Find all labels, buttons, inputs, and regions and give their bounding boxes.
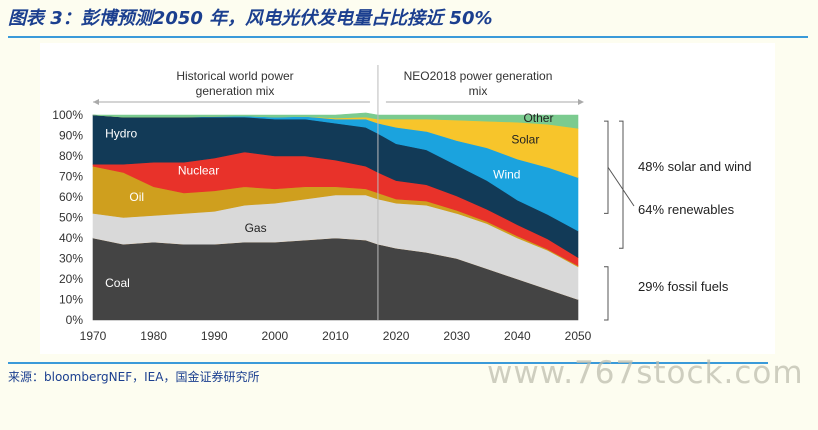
annotation-leader-line bbox=[607, 166, 635, 207]
y-tick-label: 90% bbox=[59, 129, 83, 143]
series-label-other: Other bbox=[523, 111, 553, 125]
source-note: 来源：bloombergNEF，IEA，国金证券研究所 bbox=[8, 362, 768, 385]
y-tick-label: 40% bbox=[59, 231, 83, 245]
y-tick-label: 10% bbox=[59, 293, 83, 307]
bracket-fossil bbox=[604, 266, 609, 321]
bracket-renewables bbox=[619, 120, 624, 249]
series-label-gas: Gas bbox=[245, 221, 267, 235]
series-label-solar: Solar bbox=[511, 133, 539, 147]
header-arrowhead-forecast bbox=[578, 99, 584, 105]
x-tick-label: 1970 bbox=[80, 329, 107, 343]
y-tick-label: 100% bbox=[52, 108, 83, 122]
y-tick-label: 70% bbox=[59, 170, 83, 184]
series-label-coal: Coal bbox=[105, 276, 130, 290]
x-tick-label: 2050 bbox=[565, 329, 592, 343]
series-label-oil: Oil bbox=[129, 190, 144, 204]
series-label-nuclear: Nuclear bbox=[178, 163, 219, 177]
header-forecast-line2: mix bbox=[469, 84, 488, 98]
x-tick-label: 2000 bbox=[262, 329, 289, 343]
annotation-solar-wind: 48% solar and wind bbox=[638, 159, 751, 174]
annotation-renewables: 64% renewables bbox=[638, 202, 735, 217]
chart-title: 图表 3：彭博预测2050 年，风电光伏发电量占比接近 50% bbox=[8, 2, 808, 38]
x-tick-label: 2030 bbox=[443, 329, 470, 343]
x-tick-label: 2040 bbox=[504, 329, 531, 343]
watermark: www.767stock.com bbox=[487, 355, 804, 391]
chart-panel: Historical world power generation mix NEO2… bbox=[40, 43, 775, 354]
y-tick-label: 20% bbox=[59, 272, 83, 286]
x-tick-label: 1990 bbox=[201, 329, 228, 343]
y-tick-label: 50% bbox=[59, 211, 83, 225]
header-arrowhead-historical bbox=[93, 99, 99, 105]
x-tick-label: 2010 bbox=[322, 329, 349, 343]
y-tick-label: 60% bbox=[59, 190, 83, 204]
header-historical-line2: generation mix bbox=[196, 84, 275, 98]
bracket-solar-wind bbox=[604, 120, 609, 214]
header-forecast-line1: NEO2018 power generation bbox=[404, 69, 553, 83]
x-tick-label: 2020 bbox=[383, 329, 410, 343]
x-tick-label: 1980 bbox=[140, 329, 167, 343]
annotation-fossil: 29% fossil fuels bbox=[638, 279, 729, 294]
y-tick-label: 80% bbox=[59, 149, 83, 163]
y-tick-label: 30% bbox=[59, 252, 83, 266]
y-tick-label: 0% bbox=[66, 313, 84, 327]
area-other-8 bbox=[92, 112, 579, 129]
series-label-wind: Wind bbox=[493, 167, 520, 181]
series-label-hydro: Hydro bbox=[105, 126, 137, 140]
header-historical-line1: Historical world power bbox=[176, 69, 293, 83]
